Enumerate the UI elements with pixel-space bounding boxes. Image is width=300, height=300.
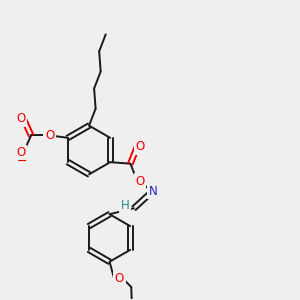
Text: H: H (121, 199, 129, 212)
Text: O: O (135, 175, 145, 188)
Text: −: − (17, 155, 27, 168)
Text: O: O (45, 129, 54, 142)
Text: O: O (135, 140, 145, 153)
Text: N: N (148, 185, 158, 198)
Text: O: O (115, 272, 124, 285)
Text: O: O (16, 112, 25, 125)
Text: O: O (16, 146, 25, 159)
